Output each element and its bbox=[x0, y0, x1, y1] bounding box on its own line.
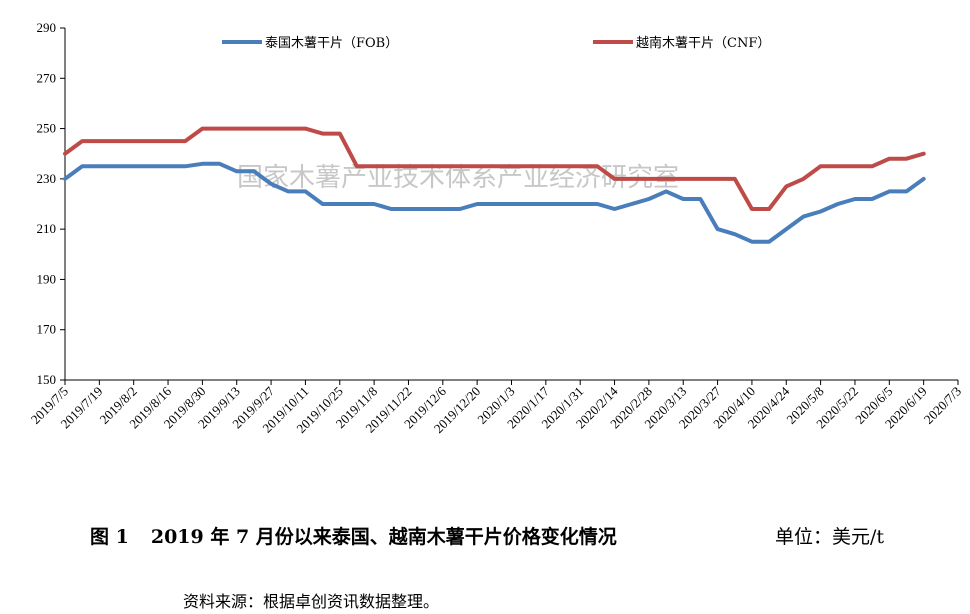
source-note: 资料来源：根据卓创资讯数据整理。 bbox=[183, 592, 440, 611]
x-tick-label: 2020/7/3 bbox=[921, 384, 964, 427]
legend-label-1: 泰国木薯干片（FOB） bbox=[265, 36, 398, 51]
y-tick-label: 250 bbox=[37, 121, 57, 136]
y-tick-label: 230 bbox=[37, 171, 57, 186]
y-tick-label: 210 bbox=[37, 221, 57, 236]
y-tick-label: 270 bbox=[37, 70, 57, 85]
legend-label-2: 越南木薯干片（CNF） bbox=[636, 35, 770, 51]
y-tick-label: 290 bbox=[37, 20, 57, 35]
y-tick-label: 150 bbox=[37, 372, 57, 387]
y-tick-label: 170 bbox=[37, 322, 57, 337]
figure-caption: 图 1 2019 年 7 月份以来泰国、越南木薯干片价格变化情况 单位：美元/t bbox=[90, 522, 930, 550]
x-axis-ticks: 2019/7/52019/7/192019/8/22019/8/162019/8… bbox=[28, 380, 964, 436]
figure-title: 2019 年 7 月份以来泰国、越南木薯干片价格变化情况 bbox=[150, 526, 617, 548]
series-line-1 bbox=[63, 161, 926, 244]
data-series bbox=[63, 126, 926, 244]
y-tick-label: 190 bbox=[37, 271, 57, 286]
unit-label: 单位：美元/t bbox=[775, 526, 885, 548]
y-axis-ticks: 150 170 190 210 230 250 270 290 bbox=[37, 20, 65, 387]
figure-number: 图 1 bbox=[90, 526, 129, 548]
series-line-2 bbox=[63, 126, 926, 211]
line-chart: 150 170 190 210 230 250 270 290 2019/7/52019/7/… bbox=[28, 20, 964, 436]
legend: 泰国木薯干片（FOB） 越南木薯干片（CNF） bbox=[222, 35, 770, 51]
